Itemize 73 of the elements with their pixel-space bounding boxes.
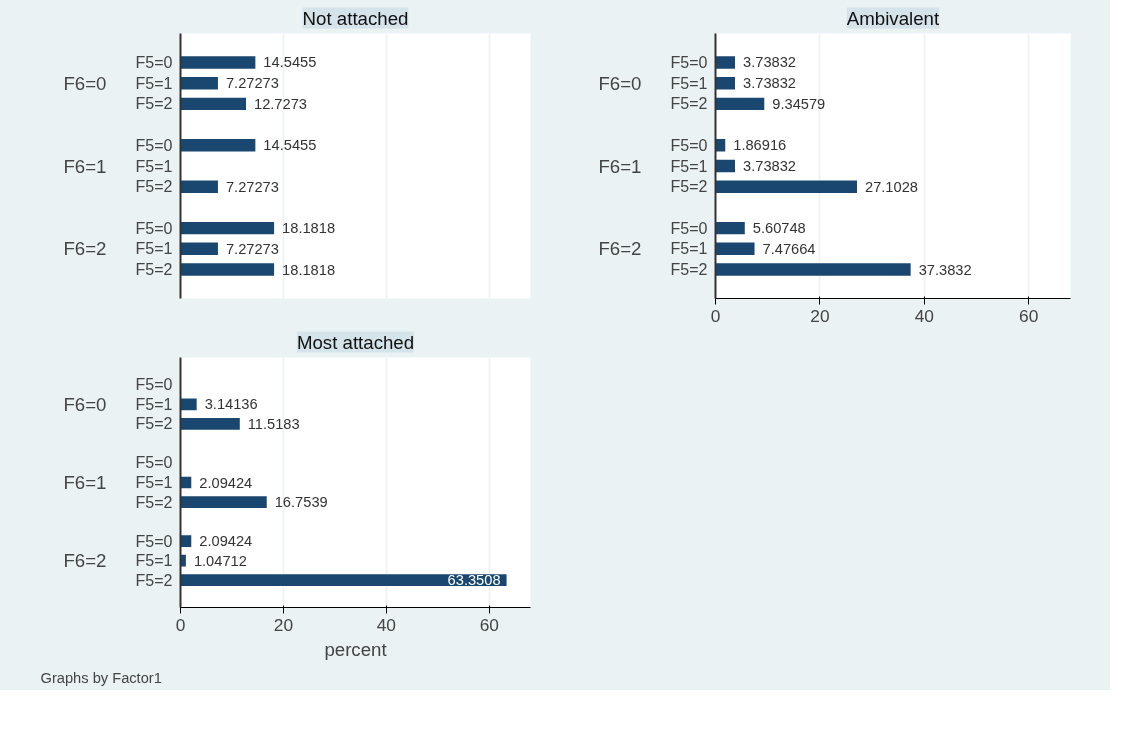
data-label: 63.3508 [447, 572, 501, 589]
y-tick-label: F5=1 [135, 74, 173, 92]
data-label: 16.7539 [274, 494, 328, 511]
data-label: 7.47664 [762, 240, 816, 257]
data-label: 3.73832 [743, 75, 796, 92]
y-tick-label: F5=0 [135, 532, 173, 550]
data-label: 14.5455 [263, 54, 317, 71]
y-tick-label: F5=2 [135, 571, 173, 589]
y-tick-label: F5=2 [135, 261, 173, 279]
text: F6=2 [63, 238, 107, 260]
y-tick-label: F5=0 [135, 454, 173, 472]
data-label: 7.27273 [225, 178, 279, 195]
text: F6=1 [63, 472, 107, 493]
data-label: 9.34579 [772, 95, 826, 112]
data-label: 18.1818 [282, 220, 336, 237]
data-label: 5.60748 [752, 220, 806, 237]
data-label: 18.1818 [282, 261, 336, 278]
y-tick-label: F5=2 [670, 95, 708, 113]
text: F6=0 [63, 72, 107, 94]
x-tick-label: 0 [175, 614, 186, 635]
y-tick-label: F5=2 [135, 493, 173, 511]
y-tick-label: F5=0 [135, 376, 173, 394]
y-tick-label: F5=1 [670, 157, 708, 175]
data-label: 2.09424 [199, 533, 253, 550]
x-tick-label: 40 [376, 614, 397, 635]
data-label: 11.5183 [247, 415, 300, 432]
text: Graphs by Factor1 [40, 669, 162, 686]
x-axis-title: percent [324, 638, 388, 660]
x-tick-label: 40 [914, 305, 934, 326]
y-tick-label: F5=2 [135, 95, 173, 113]
y-tick-label: F5=0 [135, 53, 173, 71]
y-tick-label: F5=0 [670, 53, 708, 71]
y-tick-label: F5=1 [135, 157, 173, 175]
data-label: 3.73832 [743, 54, 796, 71]
y-tick-label: F5=0 [135, 219, 173, 237]
data-label: 2.09424 [199, 474, 253, 491]
chart-title: Not attached [302, 7, 409, 29]
data-label: 7.27273 [225, 240, 279, 257]
data-label: 3.14136 [204, 396, 258, 413]
y-tick-label: F5=1 [670, 74, 708, 92]
y-tick-label: F5=0 [135, 136, 173, 154]
x-tick-label: 60 [479, 614, 499, 635]
text: F6=0 [63, 393, 107, 415]
data-label: 3.73832 [743, 158, 796, 174]
data-label: 12.7273 [254, 95, 307, 112]
data-label: 14.5455 [263, 137, 317, 154]
x-tick-label: 60 [1019, 305, 1039, 326]
text: F6=2 [63, 550, 107, 572]
y-tick-label: F5=2 [135, 415, 173, 433]
y-tick-label: F5=1 [135, 552, 173, 570]
x-tick-label: 20 [810, 305, 830, 326]
data-label: 1.86916 [733, 137, 787, 154]
y-tick-label: F5=2 [670, 178, 708, 196]
y-tick-label: F5=1 [135, 240, 173, 258]
y-tick-label: F5=0 [670, 219, 708, 237]
y-tick-label: F5=0 [670, 136, 708, 154]
data-label: 1.04712 [193, 552, 247, 569]
text: F6=1 [63, 155, 107, 177]
chart-title: Most attached [296, 331, 415, 353]
y-tick-label: F5=1 [670, 240, 708, 258]
y-tick-label: F5=1 [135, 395, 173, 413]
text: F6=0 [598, 72, 642, 94]
x-tick-label: 20 [273, 614, 294, 635]
y-tick-label: F5=2 [670, 261, 708, 279]
text: F6=1 [598, 155, 642, 177]
text: F6=2 [598, 238, 642, 260]
data-label: 27.1028 [864, 178, 918, 195]
x-tick-label: 0 [710, 305, 721, 326]
y-tick-label: F5=1 [135, 474, 173, 491]
y-tick-label: F5=2 [135, 178, 173, 196]
chart-title: Ambivalent [846, 7, 940, 29]
data-label: 37.3832 [918, 261, 972, 278]
data-label: 7.27273 [225, 75, 279, 92]
